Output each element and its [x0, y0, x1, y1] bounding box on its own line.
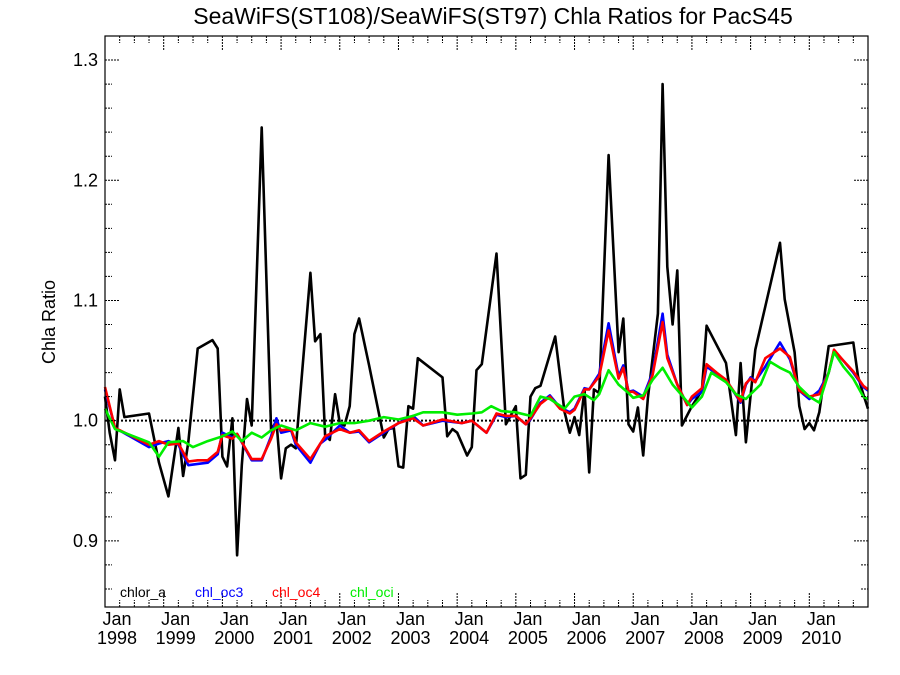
y-tick-label: 0.9 [73, 531, 98, 551]
series-layer [103, 82, 870, 557]
x-tick-year-label: 2007 [625, 628, 665, 648]
x-tick-month-label: Jan [572, 609, 601, 629]
x-tick-year-label: 1998 [97, 628, 137, 648]
x-tick-year-label: 2010 [801, 628, 841, 648]
x-tick-month-label: Jan [513, 609, 542, 629]
x-tick-month-label: Jan [631, 609, 660, 629]
x-tick-year-label: 2000 [214, 628, 254, 648]
x-tick-month-label: Jan [396, 609, 425, 629]
y-tick-label: 1.0 [73, 411, 98, 431]
y-tick-label: 1.1 [73, 290, 98, 310]
x-tick-month-label: Jan [455, 609, 484, 629]
x-tick-year-label: 2005 [508, 628, 548, 648]
x-tick-year-label: 2003 [390, 628, 430, 648]
y-tick-label: 1.2 [73, 170, 98, 190]
x-tick-month-label: Jan [279, 609, 308, 629]
y-axis-label: Chla Ratio [39, 280, 59, 364]
y-tick-label: 1.3 [73, 50, 98, 70]
x-tick-month-label: Jan [337, 609, 366, 629]
x-tick-year-label: 2004 [449, 628, 489, 648]
series-line-chl-oci [103, 350, 869, 458]
legend: chlor_a chl_oc3 chl_oc4 chl_oci [120, 584, 394, 600]
x-tick-month-label: Jan [102, 609, 131, 629]
legend-item-chl-oc3: chl_oc3 [195, 584, 243, 600]
x-tick-year-label: 2009 [743, 628, 783, 648]
x-tick-month-label: Jan [161, 609, 190, 629]
x-tick-year-label: 2001 [273, 628, 313, 648]
x-tick-year-label: 2006 [567, 628, 607, 648]
chart-title: SeaWiFS(ST108)/SeaWiFS(ST97) Chla Ratios… [193, 3, 792, 29]
series-line-chl-oc4 [103, 320, 869, 463]
legend-item-chl-oc4: chl_oc4 [272, 584, 320, 600]
x-tick-year-label: 2008 [684, 628, 724, 648]
x-tick-month-label: Jan [748, 609, 777, 629]
x-tick-month-label: Jan [689, 609, 718, 629]
x-tick-year-label: 2002 [332, 628, 372, 648]
series-line-chlor-a [103, 82, 870, 557]
axis-layer: 0.91.01.11.21.3Jan1998Jan1999Jan2000Jan2… [73, 35, 869, 648]
x-tick-year-label: 1999 [156, 628, 196, 648]
x-tick-month-label: Jan [807, 609, 836, 629]
legend-item-chlor-a: chlor_a [120, 584, 166, 600]
x-tick-month-label: Jan [220, 609, 249, 629]
legend-item-chl-oci: chl_oci [350, 584, 394, 600]
